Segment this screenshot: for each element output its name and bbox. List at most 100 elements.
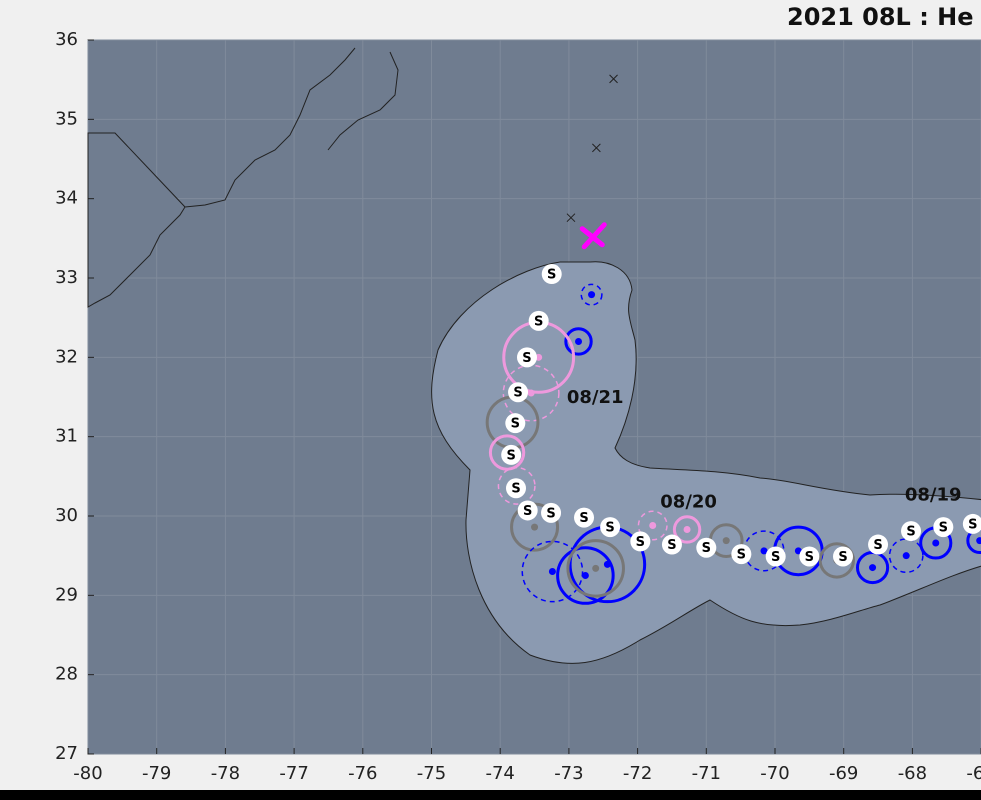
intensity-ring bbox=[637, 510, 668, 541]
track-point bbox=[574, 507, 595, 528]
track-point bbox=[501, 444, 522, 465]
x-tick-label: -77 bbox=[279, 763, 308, 784]
track-point-label: S bbox=[968, 517, 977, 532]
center-dot bbox=[588, 291, 596, 299]
x-tick-label: -79 bbox=[142, 763, 171, 784]
intensity-ring bbox=[564, 327, 593, 356]
track-point bbox=[833, 546, 854, 567]
track-point-label: S bbox=[805, 550, 814, 565]
track-point-label: S bbox=[511, 417, 520, 432]
track-point-label: S bbox=[737, 548, 746, 563]
intensity-ring bbox=[521, 540, 584, 603]
x-tick-label: -74 bbox=[485, 763, 514, 784]
center-dot bbox=[592, 564, 600, 572]
track-point-label: S bbox=[667, 538, 676, 553]
track-point bbox=[962, 513, 981, 534]
forecast-x bbox=[592, 143, 601, 153]
center-dot bbox=[902, 552, 910, 560]
track-point bbox=[731, 544, 752, 565]
track-point-label: S bbox=[636, 535, 645, 550]
date-label: 08/20 bbox=[660, 492, 717, 513]
center-dot bbox=[531, 523, 539, 531]
center-dot bbox=[683, 525, 691, 533]
track-point-label: S bbox=[522, 351, 531, 366]
track-point bbox=[505, 413, 526, 434]
y-tick-label: 30 bbox=[55, 505, 78, 526]
intensity-ring bbox=[488, 434, 526, 471]
center-dot bbox=[722, 537, 730, 545]
center-dot bbox=[760, 547, 768, 555]
track-point bbox=[528, 310, 549, 331]
x-tick-label: -72 bbox=[623, 763, 652, 784]
track-point-label: S bbox=[507, 448, 516, 463]
x-tick-label: -78 bbox=[211, 763, 240, 784]
center-dot bbox=[932, 539, 940, 547]
center-dot bbox=[581, 572, 589, 579]
coastline bbox=[87, 132, 186, 308]
y-tick-label: 34 bbox=[55, 188, 78, 209]
y-tick-label: 29 bbox=[55, 584, 78, 605]
x-tick-label: -76 bbox=[348, 763, 377, 784]
final-position-x bbox=[579, 222, 607, 250]
track-point bbox=[541, 264, 562, 285]
track-point bbox=[630, 531, 651, 552]
x-tick-label: -70 bbox=[760, 763, 789, 784]
intensity-ring bbox=[818, 542, 855, 579]
intensity-ring bbox=[580, 283, 603, 306]
track-point-label: S bbox=[906, 525, 915, 540]
x-tick-label: -80 bbox=[73, 763, 102, 784]
intensity-ring bbox=[672, 515, 702, 544]
track-point-label: S bbox=[605, 521, 614, 536]
forecast-x bbox=[609, 74, 618, 84]
center-dot bbox=[649, 522, 657, 530]
track-point-label: S bbox=[547, 268, 556, 283]
track-point bbox=[600, 517, 621, 538]
x-tick-label: -71 bbox=[692, 763, 721, 784]
track-point-label: S bbox=[702, 541, 711, 556]
track-point bbox=[517, 500, 538, 521]
track-point-label: S bbox=[513, 386, 522, 401]
center-dot bbox=[548, 568, 556, 576]
x-tick-label: -68 bbox=[898, 763, 927, 784]
intensity-ring bbox=[556, 546, 615, 605]
track-point bbox=[516, 347, 537, 368]
x-tick-label: -67 bbox=[966, 763, 981, 784]
track-point bbox=[506, 478, 527, 499]
y-tick-label: 28 bbox=[55, 664, 78, 685]
track-point bbox=[933, 517, 954, 538]
intensity-ring bbox=[497, 466, 536, 505]
track-point-label: S bbox=[771, 550, 780, 565]
track-point-label: S bbox=[579, 511, 588, 526]
center-dot bbox=[535, 353, 543, 361]
intensity-ring bbox=[566, 539, 625, 598]
date-label: 08/19 bbox=[905, 484, 962, 505]
track-point bbox=[696, 537, 717, 558]
track-point bbox=[661, 534, 682, 555]
track-point bbox=[541, 502, 562, 523]
date-label: 08/21 bbox=[567, 387, 624, 408]
y-tick-label: 36 bbox=[55, 29, 78, 50]
center-dot bbox=[976, 537, 981, 545]
track-point bbox=[901, 521, 922, 542]
coastline bbox=[184, 47, 399, 208]
track-point-label: S bbox=[534, 314, 543, 329]
track-point bbox=[799, 546, 820, 567]
y-tick-label: 31 bbox=[55, 426, 78, 447]
track-point-label: S bbox=[511, 482, 520, 497]
y-tick-label: 35 bbox=[55, 108, 78, 129]
y-tick-label: 33 bbox=[55, 267, 78, 288]
x-tick-label: -73 bbox=[554, 763, 583, 784]
y-tick-label: 27 bbox=[55, 743, 78, 764]
track-point-label: S bbox=[523, 504, 532, 519]
center-dot bbox=[869, 564, 877, 572]
track-point-label: S bbox=[546, 506, 555, 521]
x-tick-label: -69 bbox=[829, 763, 858, 784]
track-point bbox=[868, 534, 889, 555]
y-tick-label: 32 bbox=[55, 346, 78, 367]
x-tick-label: -75 bbox=[417, 763, 446, 784]
track-point-label: S bbox=[939, 521, 948, 536]
center-dot bbox=[527, 389, 535, 397]
